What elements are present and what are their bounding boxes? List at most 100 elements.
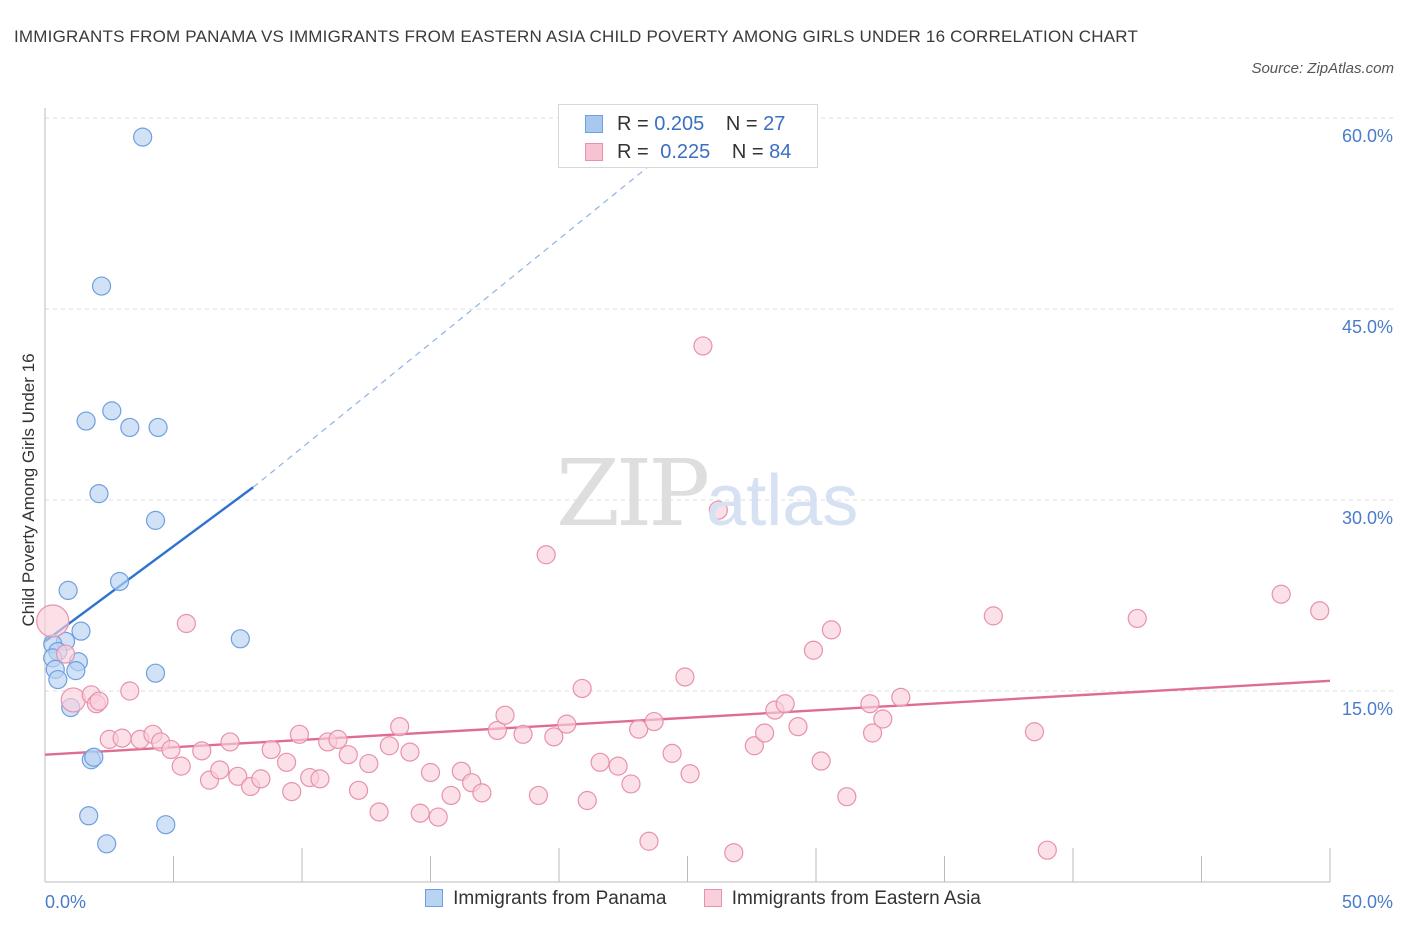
chart-title: IMMIGRANTS FROM PANAMA VS IMMIGRANTS FRO…: [14, 27, 1139, 46]
point-eastern-asia: [775, 694, 795, 714]
point-eastern-asia: [544, 727, 564, 747]
point-eastern-asia: [338, 745, 358, 765]
y-tick-label: 15.0%: [1342, 699, 1393, 719]
point-panama: [66, 661, 86, 681]
point-eastern-asia: [55, 644, 76, 664]
point-eastern-asia: [89, 691, 109, 711]
point-eastern-asia: [590, 752, 610, 772]
point-eastern-asia: [472, 783, 492, 803]
point-eastern-asia: [803, 640, 824, 660]
point-eastern-asia: [724, 843, 744, 863]
point-eastern-asia: [873, 709, 893, 729]
legend-n-value: 27: [763, 113, 786, 135]
point-eastern-asia: [693, 336, 713, 356]
point-eastern-asia: [983, 606, 1003, 626]
point-eastern-asia: [608, 756, 628, 776]
point-eastern-asia: [36, 604, 70, 638]
point-eastern-asia: [1271, 584, 1291, 604]
point-eastern-asia: [1310, 601, 1330, 621]
legend-row-panama: R = 0.205 N = 27: [585, 110, 785, 138]
point-eastern-asia: [410, 803, 430, 823]
point-eastern-asia: [276, 752, 297, 772]
x-tick-labels: 0.0% 50.0%: [45, 892, 1393, 912]
point-eastern-asia: [228, 766, 248, 786]
legend-r-label: R =: [617, 113, 649, 135]
series-legend: Immigrants from Panama Immigrants from E…: [0, 888, 1406, 910]
legend-swatch-panama: [585, 115, 603, 133]
point-eastern-asia: [891, 687, 911, 707]
point-eastern-asia: [112, 728, 132, 748]
x-tick-label-min: 0.0%: [45, 892, 86, 912]
point-panama: [58, 580, 78, 601]
source-label: Source: ZipAtlas.com: [1251, 60, 1394, 77]
point-eastern-asia: [811, 751, 831, 771]
point-eastern-asia: [1037, 840, 1057, 860]
point-eastern-asia: [390, 717, 410, 737]
y-tick-label: 30.0%: [1342, 508, 1393, 528]
point-eastern-asia: [176, 613, 196, 634]
point-eastern-asia: [348, 780, 369, 800]
point-eastern-asia: [680, 764, 700, 784]
point-eastern-asia: [675, 667, 695, 687]
legend-item-panama[interactable]: Immigrants from Panama: [425, 888, 666, 910]
data-points: [36, 127, 1330, 863]
point-eastern-asia: [192, 741, 212, 761]
point-eastern-asia: [420, 762, 441, 783]
trend-lines: [44, 123, 1331, 756]
point-eastern-asia: [359, 753, 379, 774]
legend-label-panama: Immigrants from Panama: [453, 888, 667, 909]
legend-swatch-eastern-asia: [585, 143, 603, 161]
point-eastern-asia: [536, 545, 556, 565]
point-eastern-asia: [708, 500, 728, 520]
legend-row-eastern-asia: R = 0.225 N = 84: [585, 138, 791, 166]
point-panama: [79, 806, 99, 826]
point-eastern-asia: [1024, 722, 1045, 742]
trend-line-panama: [44, 486, 254, 643]
trend-extension-panama: [252, 123, 701, 488]
point-eastern-asia: [860, 694, 880, 714]
point-panama: [102, 401, 122, 421]
point-eastern-asia: [788, 717, 808, 737]
y-tick-labels: 15.0% 30.0% 45.0% 60.0%: [1342, 126, 1393, 719]
legend-swatch-panama: [425, 889, 444, 907]
point-eastern-asia: [310, 769, 330, 789]
axes: [44, 108, 1331, 883]
legend-n-label: N =: [731, 141, 764, 163]
point-eastern-asia: [629, 719, 649, 739]
point-eastern-asia: [210, 760, 230, 780]
point-eastern-asia: [513, 724, 533, 744]
point-eastern-asia: [379, 736, 399, 756]
point-eastern-asia: [754, 723, 775, 743]
point-eastern-asia: [289, 724, 310, 744]
point-eastern-asia: [441, 785, 461, 806]
point-eastern-asia: [369, 802, 389, 822]
point-eastern-asia: [572, 678, 592, 699]
point-eastern-asia: [120, 681, 140, 701]
legend-r-label: R =: [617, 141, 649, 163]
y-tick-label: 45.0%: [1342, 317, 1393, 337]
point-eastern-asia: [821, 620, 842, 640]
point-eastern-asia: [862, 723, 883, 743]
legend-r-value: 0.205: [654, 113, 705, 135]
legend-item-eastern-asia[interactable]: Immigrants from Eastern Asia: [703, 888, 981, 910]
point-panama: [48, 669, 68, 690]
point-panama: [156, 815, 176, 835]
point-panama: [76, 411, 96, 431]
legend-swatch-eastern-asia: [703, 889, 722, 907]
point-eastern-asia: [161, 739, 181, 760]
point-eastern-asia: [639, 831, 659, 851]
x-tick-label-max: 50.0%: [1342, 892, 1393, 912]
legend-r-value: 0.225: [660, 141, 711, 163]
point-panama: [133, 127, 153, 147]
point-eastern-asia: [644, 711, 664, 732]
point-eastern-asia: [220, 732, 240, 752]
point-eastern-asia: [1127, 608, 1147, 629]
legend-n-value: 84: [769, 141, 792, 163]
point-eastern-asia: [662, 743, 682, 763]
trend-line-eastern-asia: [44, 679, 1331, 756]
point-eastern-asia: [528, 785, 549, 806]
point-eastern-asia: [577, 790, 597, 811]
point-panama: [71, 621, 91, 641]
point-panama: [145, 663, 166, 683]
